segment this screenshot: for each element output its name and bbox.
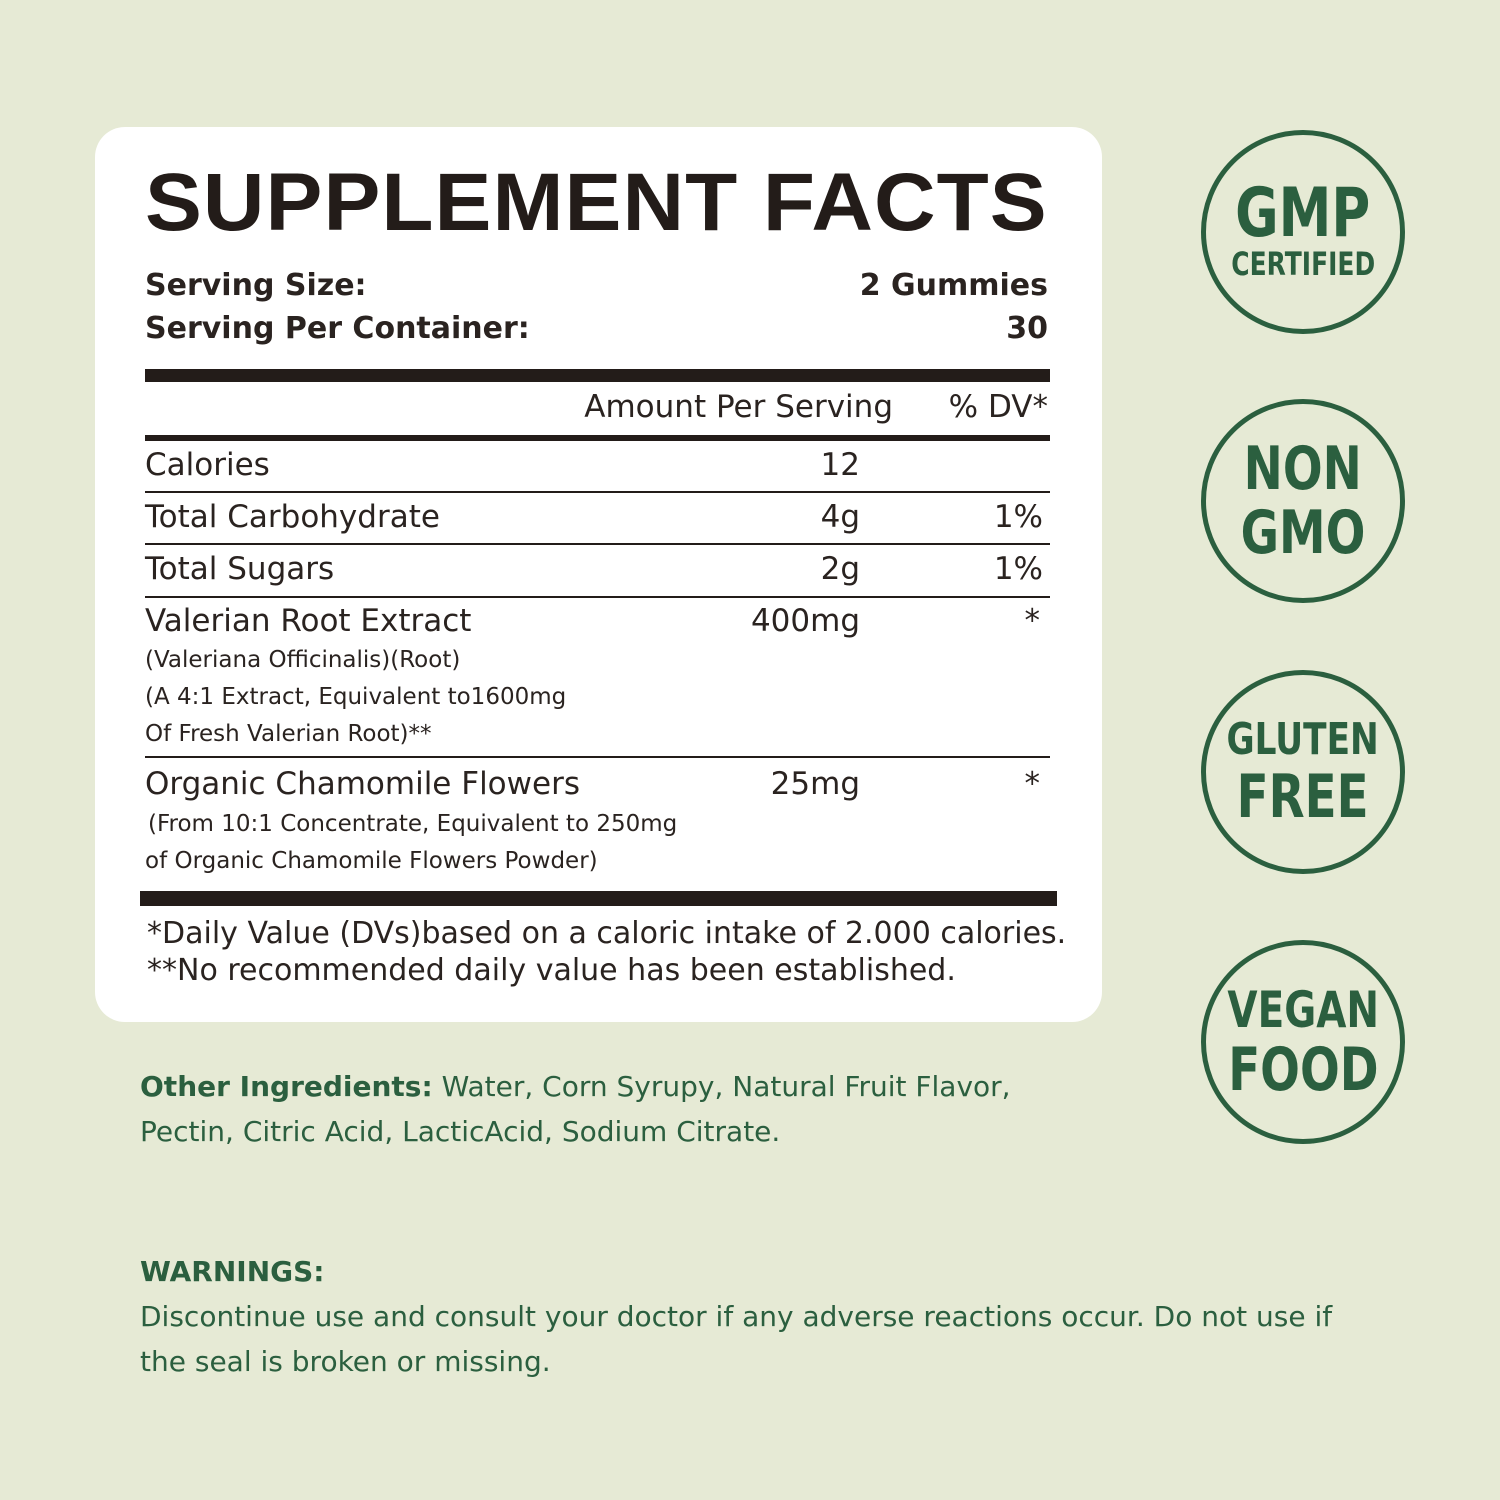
row-amount: 12 — [820, 447, 860, 483]
row-detail: of Organic Chamomile Flowers Powder) — [145, 848, 598, 874]
other-ingredients-text: Water, Corn Syrupy, Natural Fruit Flavor… — [432, 1070, 1011, 1103]
badge-text: CERTIFIED — [1231, 245, 1375, 283]
row-name: Calories — [145, 447, 270, 483]
badge-text: FOOD — [1227, 1035, 1379, 1105]
gmp-certified-badge: GMP CERTIFIED — [1201, 130, 1405, 334]
badge-text: VEGAN — [1227, 981, 1379, 1039]
warnings-label: WARNINGS: — [140, 1255, 325, 1288]
row-detail: Of Fresh Valerian Root)** — [145, 721, 432, 747]
gluten-free-badge: GLUTEN FREE — [1201, 670, 1405, 874]
footnote-daily-value: *Daily Value (DVs)based on a caloric int… — [147, 916, 1067, 951]
supplement-facts-panel — [95, 127, 1102, 1022]
header-divider — [145, 435, 1050, 441]
non-gmo-badge: NON GMO — [1201, 399, 1405, 603]
badge-text: FREE — [1237, 762, 1369, 832]
row-detail: (A 4:1 Extract, Equivalent to1600mg — [145, 684, 567, 710]
row-amount: 4g — [820, 499, 860, 535]
row-name: Total Carbohydrate — [145, 499, 440, 535]
row-divider — [145, 596, 1050, 598]
badge-text: GLUTEN — [1226, 714, 1380, 765]
row-divider — [145, 543, 1050, 545]
column-header-amount: Amount Per Serving — [584, 389, 893, 425]
serving-size-value: 2 Gummies — [859, 268, 1048, 303]
badge-text: GMO — [1240, 498, 1366, 568]
footnote-no-dv: **No recommended daily value has been es… — [147, 953, 956, 988]
row-detail: (From 10:1 Concentrate, Equivalent to 25… — [148, 811, 678, 837]
row-dv: 1% — [993, 551, 1043, 587]
serving-size-label: Serving Size: — [145, 268, 367, 303]
vegan-food-badge: VEGAN FOOD — [1201, 940, 1405, 1144]
warnings-text-1: Discontinue use and consult your doctor … — [140, 1300, 1333, 1333]
row-amount: 2g — [820, 551, 860, 587]
other-ingredients-line-2: Pectin, Citric Acid, LacticAcid, Sodium … — [140, 1115, 781, 1148]
thick-divider — [145, 369, 1050, 382]
row-name: Valerian Root Extract — [145, 603, 472, 639]
row-divider — [145, 491, 1050, 493]
thick-divider — [140, 891, 1057, 906]
facts-title: SUPPLEMENT FACTS — [145, 157, 1048, 248]
row-amount: 25mg — [770, 766, 860, 802]
row-dv: 1% — [993, 499, 1043, 535]
servings-per-container-value: 30 — [1006, 311, 1048, 346]
warnings-text-2: the seal is broken or missing. — [140, 1345, 551, 1378]
row-name: Organic Chamomile Flowers — [145, 766, 580, 802]
row-detail: (Valeriana Officinalis)(Root) — [145, 647, 461, 673]
badge-text: GMP — [1235, 174, 1371, 253]
other-ingredients-line-1: Other Ingredients: Water, Corn Syrupy, N… — [140, 1064, 1011, 1109]
servings-per-container-label: Serving Per Container: — [145, 311, 530, 346]
row-divider — [145, 756, 1050, 758]
row-amount: 400mg — [750, 603, 860, 639]
row-dv: * — [1024, 603, 1041, 639]
column-header-dv: % DV* — [948, 389, 1048, 425]
badge-text: NON — [1243, 434, 1363, 504]
other-ingredients-label: Other Ingredients: — [140, 1070, 433, 1103]
row-dv: * — [1024, 766, 1041, 802]
row-name: Total Sugars — [145, 551, 335, 587]
